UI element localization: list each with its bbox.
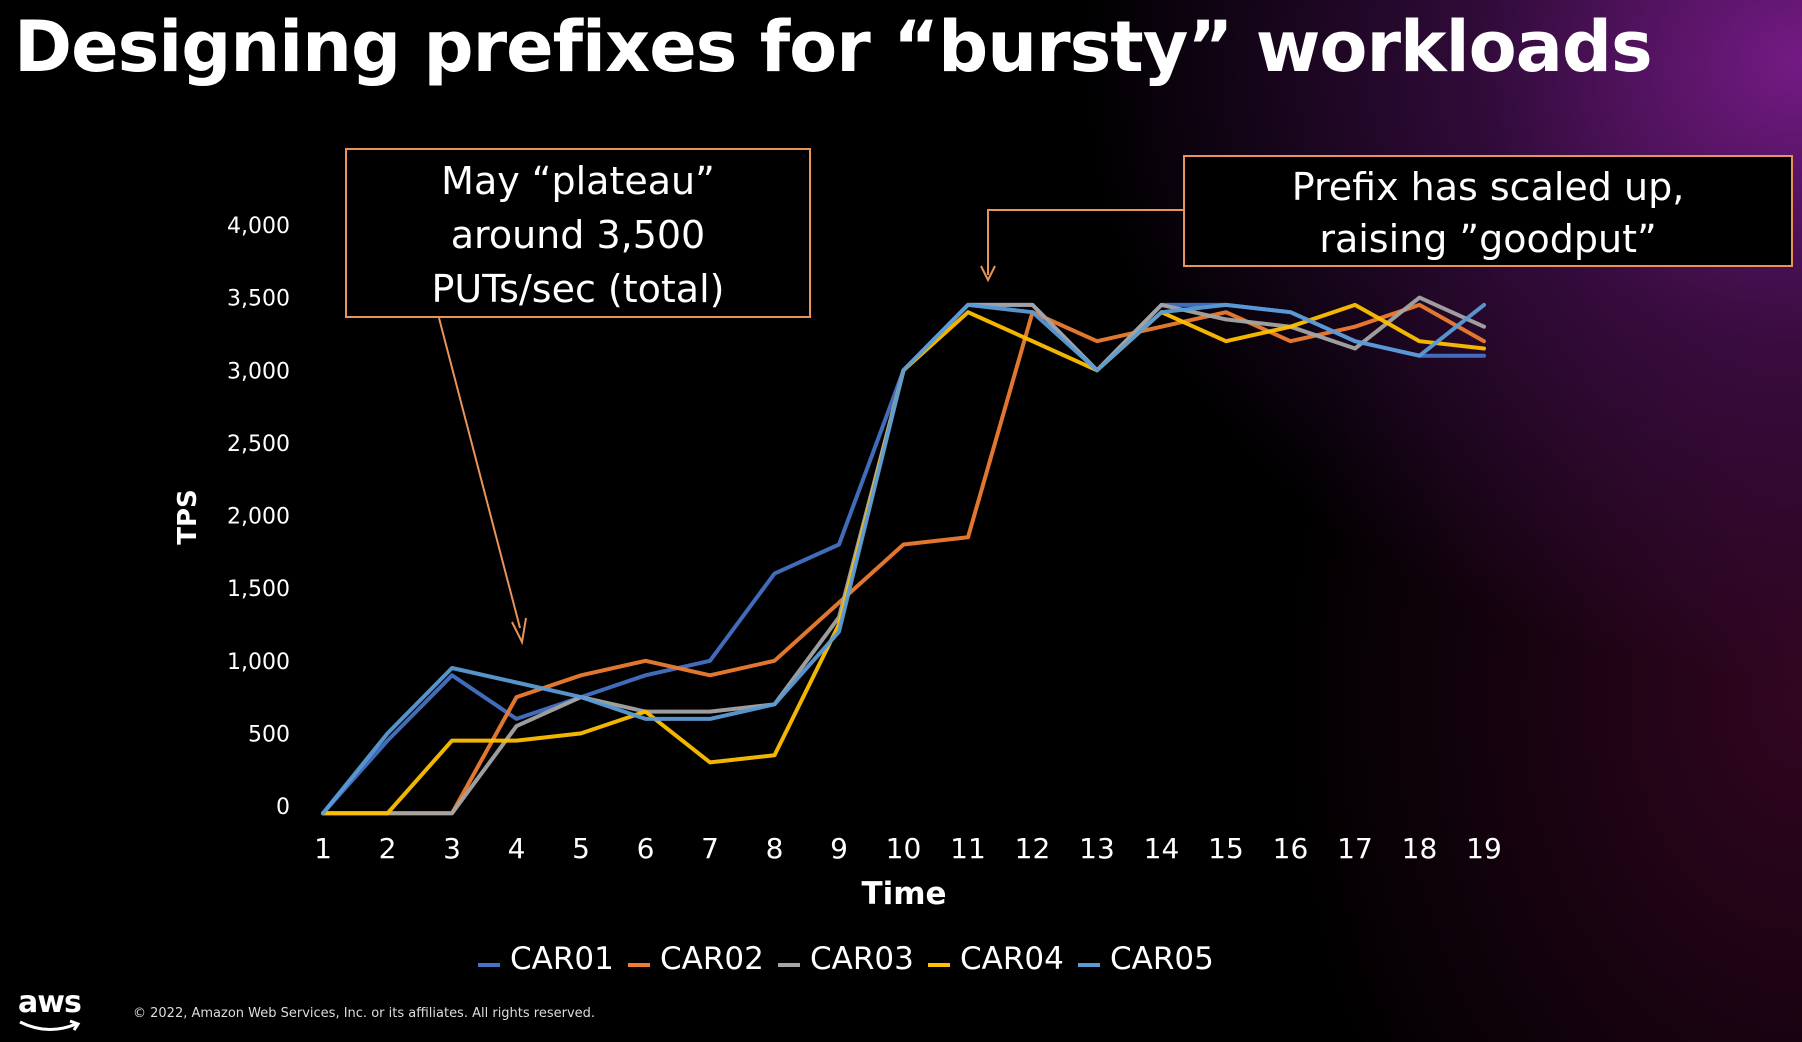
x-tick-label: 19: [1466, 832, 1502, 865]
legend-label: CAR05: [1110, 941, 1214, 977]
y-tick-label: 4,000: [227, 214, 290, 239]
y-tick-label: 1,000: [227, 650, 290, 675]
y-tick-label: 500: [248, 722, 290, 747]
x-tick-label: 9: [830, 832, 848, 865]
legend-item-car01: CAR01: [478, 941, 614, 977]
series-line-car05: [321, 302, 1486, 816]
series-line-car01: [321, 302, 1486, 816]
chart-legend: CAR01 CAR02 CAR03 CAR04 CAR05: [478, 941, 1214, 977]
x-tick-label: 1: [314, 832, 332, 865]
x-tick-label: 4: [508, 832, 526, 865]
series-line-car04: [321, 302, 1486, 816]
legend-label: CAR03: [810, 941, 914, 977]
x-tick-label: 5: [572, 832, 590, 865]
x-tick-label: 11: [950, 832, 986, 865]
series-lines: [321, 295, 1486, 816]
arrowhead-left-icon: [511, 617, 527, 646]
x-tick-label: 14: [1144, 832, 1180, 865]
arrowhead-right-icon: [980, 265, 996, 283]
y-tick-label: 3,500: [227, 287, 290, 312]
legend-label: CAR01: [510, 941, 614, 977]
x-axis-label: Time: [861, 876, 946, 912]
callout-scaled-up: Prefix has scaled up, raising ”goodput”: [1183, 155, 1793, 267]
legend-item-car04: CAR04: [928, 941, 1064, 977]
x-tick-label: 13: [1079, 832, 1115, 865]
legend-item-car03: CAR03: [778, 941, 914, 977]
y-axis-label: TPS: [173, 489, 203, 545]
x-axis-ticks: 1 2 3 4 5 6 7 8 9 10 11 12 13 14 15 16 17 18 19: [314, 832, 1502, 865]
x-tick-label: 6: [637, 832, 655, 865]
legend-item-car05: CAR05: [1078, 941, 1214, 977]
aws-logo-smile-icon: [19, 1019, 81, 1031]
x-tick-label: 10: [886, 832, 922, 865]
legend-label: CAR04: [960, 941, 1064, 977]
x-tick-label: 3: [443, 832, 461, 865]
x-tick-label: 16: [1273, 832, 1309, 865]
y-tick-label: 2,000: [227, 505, 290, 530]
series-line-car02: [321, 302, 1486, 816]
x-tick-label: 2: [379, 832, 397, 865]
x-tick-label: 17: [1337, 832, 1373, 865]
x-tick-label: 18: [1402, 832, 1438, 865]
copyright-notice: © 2022, Amazon Web Services, Inc. or its…: [133, 1006, 596, 1021]
y-axis-ticks: 0 500 1,000 1,500 2,000 2,500 3,000 3,500 4,000: [227, 214, 290, 820]
legend-item-car02: CAR02: [628, 941, 764, 977]
y-tick-label: 0: [276, 795, 290, 820]
x-tick-label: 15: [1208, 832, 1244, 865]
aws-logo: aws: [18, 985, 82, 1020]
arrow-line-right: [987, 209, 1183, 275]
y-tick-label: 2,500: [227, 432, 290, 457]
y-tick-label: 1,500: [227, 577, 290, 602]
legend-label: CAR02: [660, 941, 764, 977]
slide-title: Designing prefixes for “bursty” workload…: [14, 6, 1653, 88]
x-tick-label: 12: [1015, 832, 1051, 865]
x-tick-label: 7: [701, 832, 719, 865]
callout-plateau: May “plateau” around 3,500 PUTs/sec (tot…: [345, 148, 811, 318]
x-tick-label: 8: [766, 832, 784, 865]
y-tick-label: 3,000: [227, 359, 290, 384]
callout-arrows: [438, 209, 1183, 646]
arrow-line-left: [438, 317, 521, 629]
